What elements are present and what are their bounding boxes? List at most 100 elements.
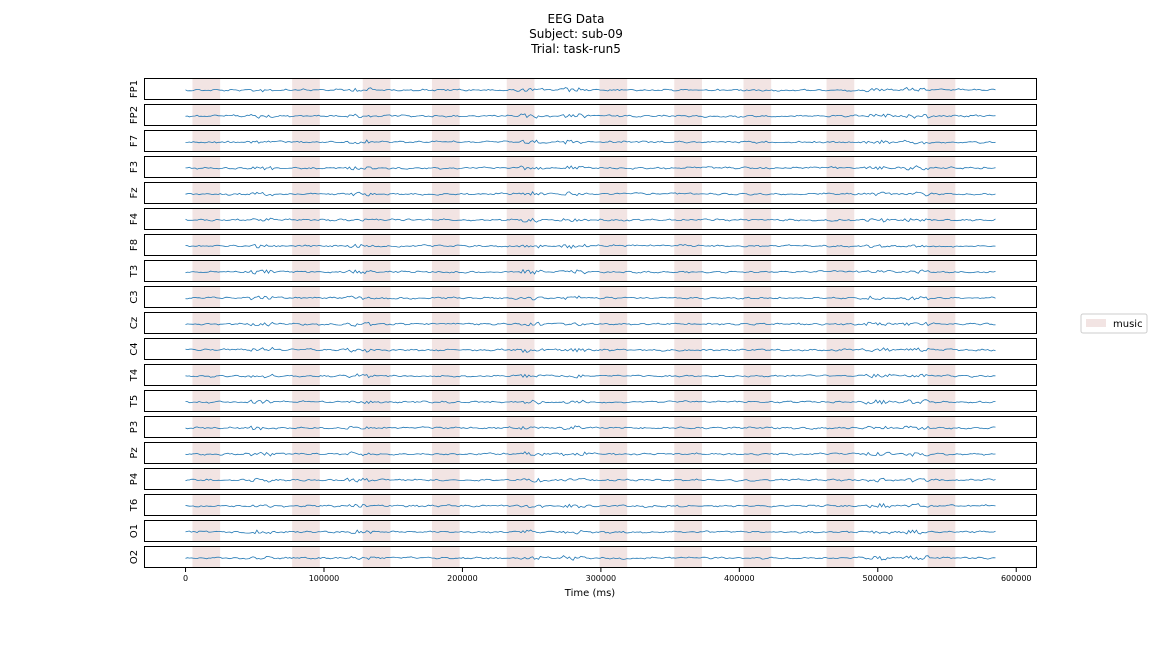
- event-span-music-7: [674, 286, 702, 308]
- event-span-music-1: [192, 78, 221, 100]
- channel-label-fp1: FP1: [129, 80, 140, 98]
- channel-label-f7: F7: [129, 135, 140, 147]
- event-span-music-9: [826, 312, 855, 334]
- channel-label-t3: T3: [129, 265, 140, 278]
- channel-panels: FP1 FP2 F7 F3 Fz F4 F8 T3 C3 Cz C4 T4 T5 P3 Pz P4 T6 O1 O2: [129, 78, 1037, 568]
- channel-label-p3: P3: [129, 421, 140, 433]
- event-span-music-5: [506, 312, 535, 334]
- event-span-music-2: [292, 182, 320, 204]
- channel-panel-f7: F7: [129, 130, 1037, 152]
- event-span-music-6: [599, 78, 628, 100]
- channel-label-f3: F3: [129, 161, 140, 173]
- event-span-music-2: [292, 286, 320, 308]
- event-span-music-8: [743, 78, 772, 100]
- event-span-music-7: [674, 260, 702, 282]
- title-line-3: Trial: task-run5: [530, 42, 621, 56]
- event-span-music-1: [192, 182, 221, 204]
- event-span-music-6: [599, 104, 628, 126]
- event-span-music-3: [362, 260, 391, 282]
- event-span-music-1: [192, 494, 221, 516]
- event-span-music-4: [431, 494, 460, 516]
- channel-panel-f8: F8: [129, 234, 1037, 256]
- event-span-music-7: [674, 338, 702, 360]
- channel-panel-pz: Pz: [129, 442, 1037, 464]
- event-span-music-1: [192, 260, 221, 282]
- channel-panel-f4: F4: [129, 208, 1037, 230]
- event-span-music-6: [599, 546, 628, 568]
- panel-frame-f3: [144, 156, 1037, 178]
- panel-frame-t3: [144, 260, 1037, 282]
- x-tick-label-4: 400000: [724, 574, 755, 583]
- event-span-music-4: [431, 208, 460, 230]
- event-span-music-9: [826, 208, 855, 230]
- event-span-music-6: [599, 468, 628, 490]
- event-span-music-5: [506, 208, 535, 230]
- event-span-music-9: [826, 520, 855, 542]
- event-span-music-1: [192, 442, 221, 464]
- event-span-music-9: [826, 546, 855, 568]
- event-span-music-7: [674, 130, 702, 152]
- event-span-music-8: [743, 104, 772, 126]
- event-span-music-2: [292, 416, 320, 438]
- event-span-music-5: [506, 260, 535, 282]
- panel-frame-o1: [144, 520, 1037, 542]
- event-span-music-4: [431, 260, 460, 282]
- event-span-music-2: [292, 364, 320, 386]
- event-span-music-1: [192, 546, 221, 568]
- signal-trace-c4: [185, 346, 996, 354]
- event-span-music-3: [362, 520, 391, 542]
- panel-frame-t5: [144, 390, 1037, 412]
- panel-frame-o2: [144, 546, 1037, 568]
- signal-trace-o2: [185, 555, 996, 561]
- signal-trace-fp1: [185, 86, 996, 93]
- signal-trace-f7: [185, 139, 996, 145]
- event-span-music-6: [599, 494, 628, 516]
- event-span-music-8: [743, 520, 772, 542]
- panel-frame-cz: [144, 312, 1037, 334]
- panel-frame-fp1: [144, 78, 1037, 100]
- event-span-music-10: [927, 494, 956, 516]
- channel-label-t4: T4: [129, 369, 140, 382]
- event-span-music-3: [362, 104, 391, 126]
- event-span-music-6: [599, 130, 628, 152]
- event-span-music-4: [431, 468, 460, 490]
- legend-frame: [1080, 313, 1148, 334]
- event-span-music-9: [826, 182, 855, 204]
- event-span-music-10: [927, 260, 956, 282]
- channel-panel-o1: O1: [129, 520, 1037, 542]
- event-span-music-2: [292, 156, 320, 178]
- event-span-music-2: [292, 208, 320, 230]
- event-span-music-8: [743, 338, 772, 360]
- channel-label-o2: O2: [129, 550, 140, 564]
- event-span-music-1: [192, 312, 221, 334]
- channel-label-fz: Fz: [129, 187, 140, 198]
- channel-label-pz: Pz: [129, 447, 140, 458]
- signal-trace-p4: [185, 477, 996, 483]
- event-span-music-3: [362, 78, 391, 100]
- event-span-music-5: [506, 182, 535, 204]
- event-span-music-2: [292, 442, 320, 464]
- event-span-music-8: [743, 468, 772, 490]
- panel-frame-c3: [144, 286, 1037, 308]
- channel-label-fp2: FP2: [129, 106, 140, 124]
- signal-trace-fz: [185, 191, 996, 197]
- event-span-music-1: [192, 286, 221, 308]
- event-span-music-10: [927, 338, 956, 360]
- event-span-music-6: [599, 520, 628, 542]
- event-span-music-3: [362, 286, 391, 308]
- signal-trace-t6: [185, 502, 996, 509]
- signal-trace-t5: [185, 399, 996, 405]
- channel-panel-fz: Fz: [129, 182, 1037, 204]
- channel-label-t6: T6: [129, 499, 140, 512]
- channel-panel-t3: T3: [129, 260, 1037, 282]
- title-line-1: EEG Data: [548, 12, 605, 26]
- event-span-music-7: [674, 104, 702, 126]
- legend-swatch-music: [1086, 319, 1106, 327]
- event-span-music-3: [362, 416, 391, 438]
- event-span-music-10: [927, 130, 956, 152]
- event-span-music-10: [927, 208, 956, 230]
- channel-label-p4: P4: [129, 473, 140, 485]
- event-span-music-1: [192, 156, 221, 178]
- event-span-music-4: [431, 312, 460, 334]
